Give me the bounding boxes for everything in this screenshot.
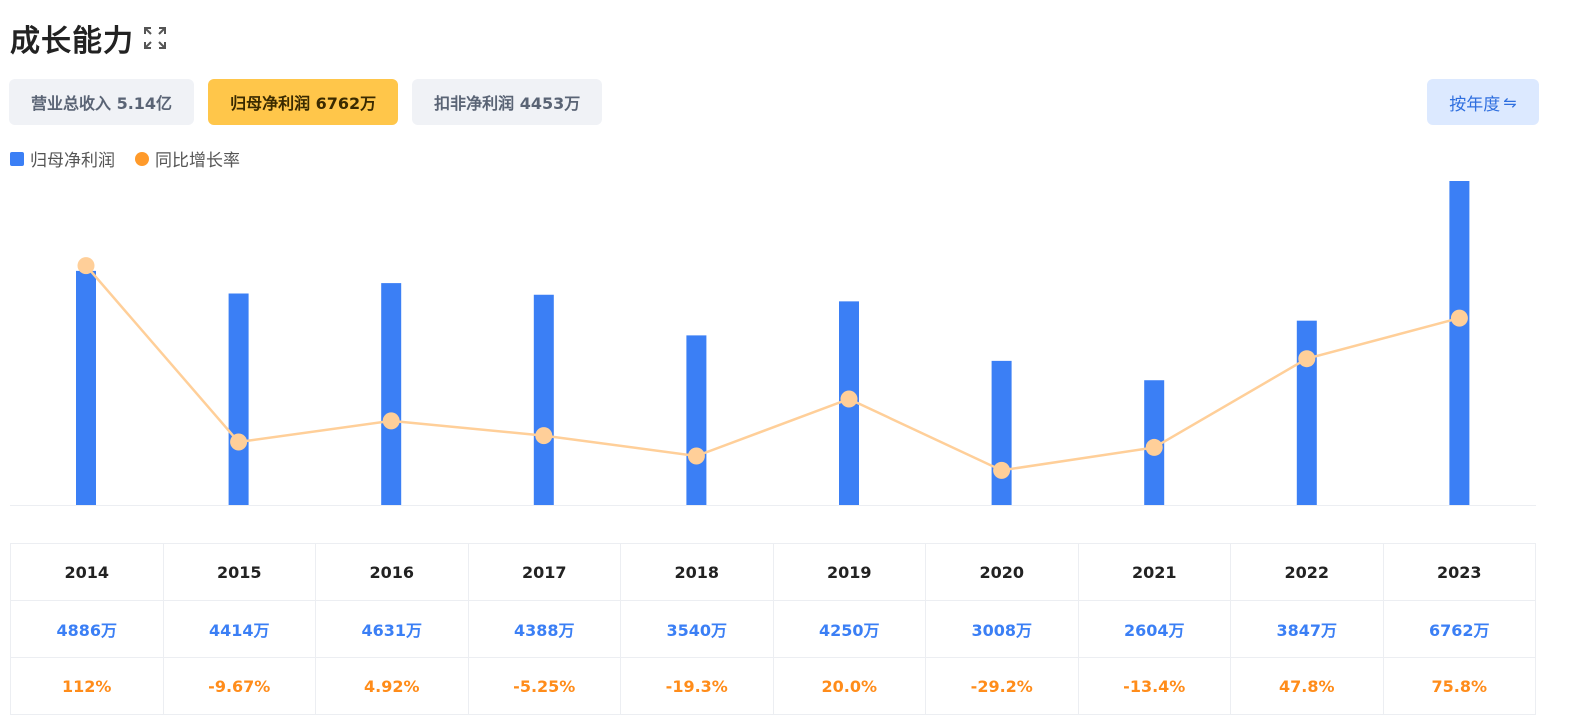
table-cell-year: 2017 — [467, 543, 621, 601]
table-cell-rate: -29.2% — [925, 657, 1079, 715]
table-cell-year: 2018 — [620, 543, 774, 601]
table-cell-value: 4250万 — [772, 600, 926, 658]
table-cell-rate: 112% — [10, 657, 164, 715]
table-cell-year: 2020 — [925, 543, 1079, 601]
table-cell-rate: 4.92% — [315, 657, 469, 715]
table-cell-value: 3847万 — [1230, 600, 1384, 658]
table-cell-value: 3008万 — [925, 600, 1079, 658]
bar-2017[interactable] — [533, 294, 554, 505]
growth-point-2017[interactable] — [535, 427, 553, 445]
growth-point-2019[interactable] — [840, 390, 858, 408]
growth-point-2015[interactable] — [230, 433, 248, 451]
bar-2015[interactable] — [228, 293, 249, 505]
data-table: 2014 2015 2016 2017 2018 2019 2020 2021 2022 2023… — [10, 543, 1536, 715]
growth-point-2014[interactable] — [77, 257, 95, 275]
metric-tabs: 营业总收入 5.14亿 归母净利润 6762万 扣非净利润 4453万 — [9, 79, 603, 125]
growth-line — [85, 264, 1460, 472]
period-toggle-button[interactable]: 按年度 ⇋ — [1427, 79, 1539, 125]
table-cell-rate: -19.3% — [620, 657, 774, 715]
table-cell-year: 2021 — [1077, 543, 1231, 601]
tab-net-profit[interactable]: 归母净利润 6762万 — [208, 79, 399, 125]
table-cell-value: 4388万 — [467, 600, 621, 658]
legend-line-swatch — [135, 151, 149, 166]
chart-legend: 归母净利润 同比增长率 — [10, 146, 260, 171]
table-cell-year: 2022 — [1230, 543, 1384, 601]
table-cell-year: 2014 — [10, 543, 164, 601]
growth-chart — [10, 181, 1536, 506]
bar-2020[interactable] — [991, 360, 1012, 505]
table-row-rates: 112% -9.67% 4.92% -5.25% -19.3% 20.0% -29.2% -1… — [10, 657, 1536, 715]
growth-line-series — [77, 257, 1468, 479]
growth-point-2020[interactable] — [993, 461, 1011, 479]
table-cell-value: 6762万 — [1382, 600, 1536, 658]
table-cell-rate: 75.8% — [1382, 657, 1536, 715]
bar-2023[interactable] — [1449, 181, 1470, 505]
legend-label-growth-rate: 同比增长率 — [155, 151, 240, 171]
table-cell-value: 2604万 — [1077, 600, 1231, 658]
bar-2016[interactable] — [381, 283, 402, 505]
table-row-years: 2014 2015 2016 2017 2018 2019 2020 2021 2022 2023 — [10, 543, 1536, 601]
table-cell-year: 2019 — [772, 543, 926, 601]
growth-point-2023[interactable] — [1450, 309, 1468, 327]
table-cell-rate: -13.4% — [1077, 657, 1231, 715]
swap-icon: ⇋ — [1503, 92, 1517, 112]
legend-item-growth-rate[interactable]: 同比增长率 — [135, 146, 240, 171]
table-cell-rate: 20.0% — [772, 657, 926, 715]
bar-2018[interactable] — [686, 335, 707, 505]
table-cell-year: 2023 — [1382, 543, 1536, 601]
table-cell-rate: -5.25% — [467, 657, 621, 715]
tab-total-revenue[interactable]: 营业总收入 5.14亿 — [9, 79, 195, 125]
growth-point-2021[interactable] — [1145, 438, 1163, 456]
page-title: 成长能力 — [10, 24, 134, 59]
table-cell-year: 2016 — [315, 543, 469, 601]
table-cell-value: 4414万 — [162, 600, 316, 658]
bar-2022[interactable] — [1296, 320, 1317, 505]
legend-item-net-profit[interactable]: 归母净利润 — [10, 146, 115, 171]
growth-point-2018[interactable] — [687, 447, 705, 465]
table-cell-rate: -9.67% — [162, 657, 316, 715]
table-cell-value: 3540万 — [620, 600, 774, 658]
bar-series — [76, 181, 1470, 505]
table-row-values: 4886万 4414万 4631万 4388万 3540万 4250万 3008万 2604万… — [10, 600, 1536, 658]
table-cell-value: 4886万 — [10, 600, 164, 658]
period-toggle-label: 按年度 — [1449, 94, 1501, 115]
growth-point-2016[interactable] — [382, 412, 400, 430]
table-cell-value: 4631万 — [315, 600, 469, 658]
growth-point-2022[interactable] — [1298, 350, 1316, 368]
table-cell-year: 2015 — [162, 543, 316, 601]
bar-2014[interactable] — [76, 270, 96, 505]
legend-label-net-profit: 归母净利润 — [30, 151, 115, 171]
legend-bar-swatch — [10, 151, 24, 166]
expand-icon[interactable] — [144, 27, 166, 49]
table-cell-rate: 47.8% — [1230, 657, 1384, 715]
tab-deducted-net-profit[interactable]: 扣非净利润 4453万 — [412, 79, 603, 125]
